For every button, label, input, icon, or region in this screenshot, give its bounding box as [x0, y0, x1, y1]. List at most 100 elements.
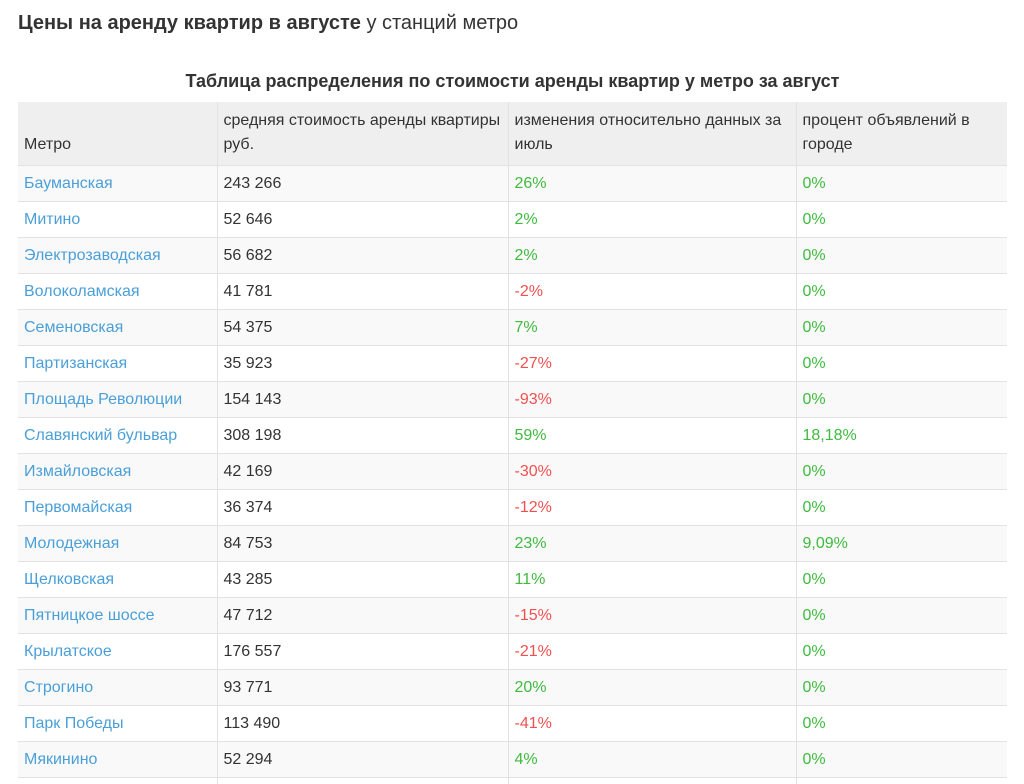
metro-station-link[interactable]: Пятницкое шоссе — [24, 607, 155, 624]
metro-cell: Парк Победы — [18, 705, 218, 742]
metro-station-link[interactable]: Митино — [24, 211, 81, 228]
price-cell: 243 266 — [217, 165, 509, 202]
empty-cell — [508, 777, 797, 784]
change-cell: -93% — [508, 381, 797, 418]
metro-station-link[interactable]: Бауманская — [24, 175, 113, 192]
table-row: Парк Победы 113 490 -41% 0% — [18, 705, 1007, 742]
share-cell: 0% — [796, 597, 1007, 634]
price-cell: 36 374 — [217, 489, 509, 526]
metro-cell: Строгино — [18, 669, 218, 706]
price-cell: 154 143 — [217, 381, 509, 418]
change-cell: 2% — [508, 201, 797, 238]
price-cell: 43 285 — [217, 561, 509, 598]
price-cell: 47 712 — [217, 597, 509, 634]
share-cell: 0% — [796, 669, 1007, 706]
metro-station-link[interactable]: Щелковская — [24, 571, 115, 588]
metro-station-link[interactable]: Строгино — [24, 679, 94, 696]
metro-station-link[interactable]: Измайловская — [24, 463, 132, 480]
share-cell: 0% — [796, 741, 1007, 778]
change-cell: -21% — [508, 633, 797, 670]
metro-station-link[interactable]: Семеновская — [24, 319, 124, 336]
price-cell: 176 557 — [217, 633, 509, 670]
share-cell: 0% — [796, 273, 1007, 310]
table-row: Электрозаводская 56 682 2% 0% — [18, 237, 1007, 274]
change-cell: 23% — [508, 525, 797, 562]
rent-price-table: Метро средняя стоимость аренды квартиры … — [18, 102, 1007, 784]
table-row: Молодежная 84 753 23% 9,09% — [18, 525, 1007, 562]
empty-cell — [796, 777, 1007, 784]
table-row: Бауманская 243 266 26% 0% — [18, 165, 1007, 202]
column-header-change: изменения относительно данных за июль — [508, 102, 797, 166]
table-header-row: Метро средняя стоимость аренды квартиры … — [18, 102, 1007, 166]
change-cell: 26% — [508, 165, 797, 202]
change-cell: -27% — [508, 345, 797, 382]
metro-station-link[interactable]: Крылатское — [24, 643, 112, 660]
table-row: Митино 52 646 2% 0% — [18, 201, 1007, 238]
price-cell: 93 771 — [217, 669, 509, 706]
share-cell: 0% — [796, 309, 1007, 346]
empty-cell — [217, 777, 509, 784]
change-cell: -2% — [508, 273, 797, 310]
change-cell: 7% — [508, 309, 797, 346]
metro-cell: Крылатское — [18, 633, 218, 670]
price-cell: 113 490 — [217, 705, 509, 742]
share-cell: 9,09% — [796, 525, 1007, 562]
metro-cell: Волоколамская — [18, 273, 218, 310]
share-cell: 0% — [796, 345, 1007, 382]
price-cell: 308 198 — [217, 417, 509, 454]
change-cell: 20% — [508, 669, 797, 706]
change-cell: -15% — [508, 597, 797, 634]
metro-cell: Щелковская — [18, 561, 218, 598]
table-row: Крылатское 176 557 -21% 0% — [18, 633, 1007, 670]
metro-cell: Бауманская — [18, 165, 218, 202]
share-cell: 0% — [796, 489, 1007, 526]
heading-normal-text: у станций метро — [366, 12, 519, 34]
metro-cell: Измайловская — [18, 453, 218, 490]
change-cell: -12% — [508, 489, 797, 526]
metro-station-link[interactable]: Первомайская — [24, 499, 133, 516]
share-cell: 0% — [796, 201, 1007, 238]
metro-station-link[interactable]: Молодежная — [24, 535, 120, 552]
table-row: Славянский бульвар 308 198 59% 18,18% — [18, 417, 1007, 454]
metro-cell: Электрозаводская — [18, 237, 218, 274]
table-row: Волоколамская 41 781 -2% 0% — [18, 273, 1007, 310]
share-cell: 0% — [796, 705, 1007, 742]
price-cell: 54 375 — [217, 309, 509, 346]
table-row: Пятницкое шоссе 47 712 -15% 0% — [18, 597, 1007, 634]
table-row: Партизанская 35 923 -27% 0% — [18, 345, 1007, 382]
heading-bold-text: Цены на аренду квартир в августе — [18, 12, 361, 34]
price-cell: 42 169 — [217, 453, 509, 490]
table-row — [18, 777, 1007, 784]
price-cell: 56 682 — [217, 237, 509, 274]
price-cell: 41 781 — [217, 273, 509, 310]
metro-station-link[interactable]: Электрозаводская — [24, 247, 161, 264]
metro-station-link[interactable]: Волоколамская — [24, 283, 140, 300]
column-header-share: процент объявлений в городе — [796, 102, 1007, 166]
metro-station-link[interactable]: Площадь Революции — [24, 391, 183, 408]
metro-station-link[interactable]: Славянский бульвар — [24, 427, 178, 444]
share-cell: 0% — [796, 381, 1007, 418]
price-cell: 84 753 — [217, 525, 509, 562]
metro-station-link[interactable]: Мякинино — [24, 751, 98, 768]
table-row: Первомайская 36 374 -12% 0% — [18, 489, 1007, 526]
change-cell: 59% — [508, 417, 797, 454]
change-cell: -41% — [508, 705, 797, 742]
table-body: Бауманская 243 266 26% 0% Митино 52 646 2% 0% Эл… — [18, 165, 1007, 784]
change-cell: 2% — [508, 237, 797, 274]
share-cell: 0% — [796, 633, 1007, 670]
metro-cell: Мякинино — [18, 741, 218, 778]
metro-station-link[interactable]: Партизанская — [24, 355, 128, 372]
share-cell: 18,18% — [796, 417, 1007, 454]
column-header-price: средняя стоимость аренды квартиры руб. — [217, 102, 509, 166]
change-cell: 4% — [508, 741, 797, 778]
table-row: Строгино 93 771 20% 0% — [18, 669, 1007, 706]
table-row: Площадь Революции 154 143 -93% 0% — [18, 381, 1007, 418]
metro-station-link[interactable]: Парк Победы — [24, 715, 124, 732]
share-cell: 0% — [796, 165, 1007, 202]
table-row: Щелковская 43 285 11% 0% — [18, 561, 1007, 598]
metro-cell: Партизанская — [18, 345, 218, 382]
table-row: Семеновская 54 375 7% 0% — [18, 309, 1007, 346]
table-row: Измайловская 42 169 -30% 0% — [18, 453, 1007, 490]
share-cell: 0% — [796, 561, 1007, 598]
metro-cell: Площадь Революции — [18, 381, 218, 418]
